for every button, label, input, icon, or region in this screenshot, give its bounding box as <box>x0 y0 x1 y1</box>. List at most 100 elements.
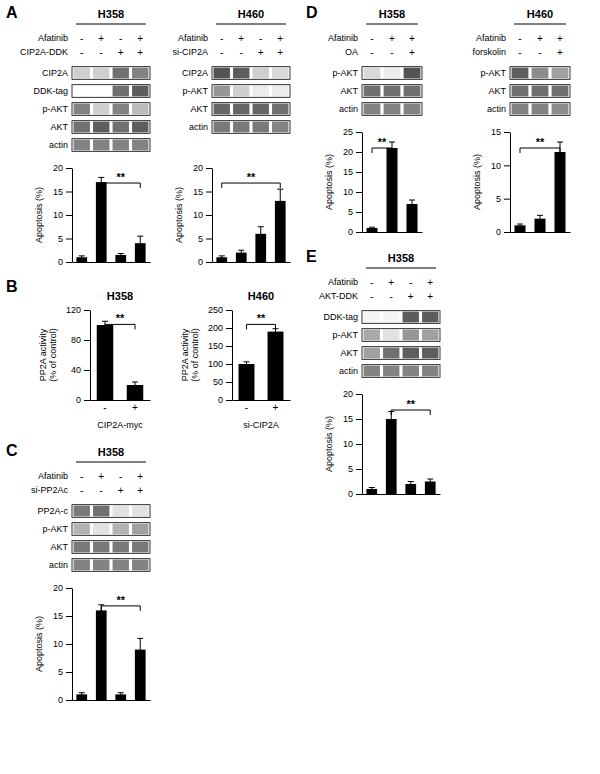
header-value: + <box>277 47 283 58</box>
blot-row-label: actin <box>339 104 358 114</box>
y-tick: 5 <box>58 234 72 244</box>
y-tick-label: 20 <box>343 147 353 157</box>
y-tick-mark <box>226 364 232 365</box>
header-value: - <box>390 47 393 58</box>
blot-row-label: p-AKT <box>182 86 208 96</box>
y-tick: 0 <box>58 695 72 705</box>
y-axis-title-line: (% of control) <box>190 328 200 382</box>
y-axis-line <box>232 311 233 401</box>
blot-band <box>364 86 381 97</box>
panel: H460Afatinib-+-+si-CIP2A--++CIP2Ap-AKTAK… <box>172 8 290 267</box>
error-bar-stem <box>412 200 413 208</box>
blot-row-label: p-AKT <box>332 68 358 78</box>
header-value: - <box>370 47 373 58</box>
header-label: Afatinib <box>328 33 358 43</box>
error-bar-cap <box>408 481 414 482</box>
title-underline <box>366 268 436 269</box>
error-bar <box>244 362 250 366</box>
blot-band <box>132 542 148 553</box>
significance-bracket <box>101 183 140 188</box>
blot-band <box>384 86 401 97</box>
panel-letter: B <box>6 278 18 295</box>
significance-label: ** <box>536 136 545 148</box>
plot-area <box>239 329 284 400</box>
blot-band <box>364 348 380 359</box>
blot-row-label: AKT <box>50 122 68 132</box>
error-bar-cap <box>389 154 395 155</box>
significance-label: ** <box>247 171 256 183</box>
blot-band <box>113 86 129 97</box>
panel: EH358Afatinib-+-+AKT-DDK--++DDK-tagp-AKT… <box>306 248 441 499</box>
y-tick-label: 0 <box>76 395 81 405</box>
error-bar-stem <box>280 189 281 213</box>
error-bar <box>219 256 225 259</box>
y-tick: 250 <box>208 305 232 315</box>
blot-band <box>383 312 399 323</box>
header-value: + <box>258 47 264 58</box>
x-axis-title: CIP2A-myc <box>97 420 143 430</box>
y-axis: 050100150200250 <box>208 305 233 405</box>
y-axis-title-line: Apoptosis (%) <box>324 154 334 210</box>
title: H460 <box>527 8 553 20</box>
y-tick-label: 0 <box>58 257 63 267</box>
y-tick-mark <box>226 328 232 329</box>
x-axis: -+ <box>233 401 291 414</box>
y-axis: 05101520 <box>53 583 73 705</box>
blot-band <box>512 86 529 97</box>
y-tick: 20 <box>193 163 212 173</box>
blot-band <box>552 86 569 97</box>
significance-label: ** <box>378 136 387 148</box>
y-tick: 10 <box>491 161 510 171</box>
y-axis-title: PP2A activity(% of control) <box>180 328 200 382</box>
header-label: Afatinib <box>38 33 68 43</box>
error-bar-cap <box>273 334 279 335</box>
title: H358 <box>98 8 124 20</box>
error-bar-cap <box>79 258 85 259</box>
blot-row-label: DDK-tag <box>323 312 358 322</box>
blot-row-label: p-AKT <box>332 330 358 340</box>
error-bar <box>517 224 523 227</box>
header-value: - <box>370 33 373 44</box>
y-tick: 15 <box>491 127 510 137</box>
error-bar-cap <box>557 162 563 163</box>
blot-row-label: AKT <box>340 86 358 96</box>
y-tick-label: 10 <box>53 639 63 649</box>
header-label: Afatinib <box>328 277 358 287</box>
header-value: + <box>98 471 104 482</box>
y-tick-mark <box>356 469 362 470</box>
bar <box>387 148 398 232</box>
significance-label: ** <box>116 312 125 324</box>
y-tick-mark <box>356 132 362 133</box>
x-axis-title: si-CIP2A <box>243 420 279 430</box>
blot-band <box>74 140 90 151</box>
y-tick-label: 10 <box>343 187 353 197</box>
blot-band <box>113 560 129 571</box>
x-axis-line <box>91 400 151 401</box>
error-bar <box>369 227 375 229</box>
y-tick-mark <box>226 310 232 311</box>
y-tick: 15 <box>343 414 362 424</box>
y-tick-mark <box>66 700 72 701</box>
y-tick-mark <box>226 346 232 347</box>
error-bar <box>79 693 85 696</box>
error-bar-cap <box>369 227 375 228</box>
header-value: + <box>408 291 414 302</box>
header-label: si-CIP2A <box>172 47 208 57</box>
y-tick: 0 <box>348 227 362 237</box>
blot-border <box>212 67 290 80</box>
blot-band <box>253 104 269 115</box>
y-tick-mark <box>84 370 90 371</box>
error-bar-stem <box>140 236 141 250</box>
y-tick: 5 <box>348 464 362 474</box>
error-bar-stem <box>275 329 276 335</box>
x-tick: - <box>245 402 248 413</box>
y-tick-label: 10 <box>53 210 63 220</box>
blot-band <box>113 542 129 553</box>
error-bar <box>137 236 143 250</box>
error-bar-stem <box>140 638 141 660</box>
blot-band <box>214 86 230 97</box>
y-tick-label: 100 <box>208 359 223 369</box>
bar <box>239 364 255 400</box>
blot-border <box>72 559 150 572</box>
blot-row-label: AKT <box>488 86 506 96</box>
